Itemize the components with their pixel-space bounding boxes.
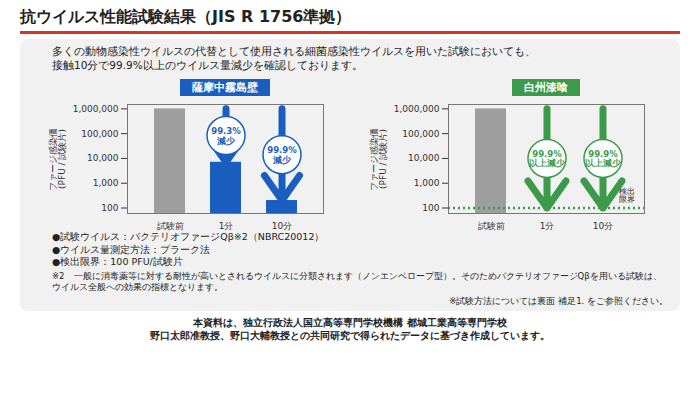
html-text:本資料は、独立行政法人国立高等専門学校機構 都城工業高等専門: 本資料は、独立行政法人国立高等専門学校機構 都城工業高等専門学校 bbox=[193, 316, 507, 328]
html-text:薩摩中霧島壁: 薩摩中霧島壁 bbox=[192, 81, 258, 93]
svg-text:1,000: 1,000 bbox=[93, 178, 119, 188]
html-text:※2 一般に消毒薬等に対する耐性が高いとされるウイルスに分類: ※2 一般に消毒薬等に対する耐性が高いとされるウイルスに分類されます（ノンエンベ… bbox=[52, 270, 662, 292]
svg-text:ファージ感染価(PFU / 試験片): ファージ感染価(PFU / 試験片) bbox=[48, 128, 67, 191]
svg-text:10分: 10分 bbox=[272, 221, 292, 231]
svg-text:1,000,000: 1,000,000 bbox=[394, 104, 440, 114]
svg-text:100: 100 bbox=[101, 203, 118, 213]
svg-text:1,000,000: 1,000,000 bbox=[73, 104, 119, 114]
svg-text:ファージ感染価(PFU / 試験片): ファージ感染価(PFU / 試験片) bbox=[369, 128, 388, 191]
html-text:●試験ウイルス：バクテリオファージQβ※2（NBRC2001: ●試験ウイルス：バクテリオファージQβ※2（NBRC20012） bbox=[52, 231, 325, 242]
svg-text:試験前: 試験前 bbox=[478, 221, 505, 231]
svg-text:100: 100 bbox=[422, 203, 439, 213]
svg-text:99.9%以上減少: 99.9%以上減少 bbox=[585, 149, 622, 169]
html-text:接触10分で99.9%以上のウイルス量減少を確認しております: 接触10分で99.9%以上のウイルス量減少を確認しております。 bbox=[52, 59, 363, 71]
html-text:※試験方法については裏面 補足1. をご参照ください。: ※試験方法については裏面 補足1. をご参照ください。 bbox=[449, 295, 668, 306]
svg-text:1分: 1分 bbox=[540, 221, 555, 231]
html-text:多くの動物感染性ウイルスの代替として使用される細菌感染性ウイ: 多くの動物感染性ウイルスの代替として使用される細菌感染性ウイルスを用いた試験にお… bbox=[52, 45, 536, 57]
html-text:●検出限界：100 PFU/試験片: ●検出限界：100 PFU/試験片 bbox=[52, 256, 183, 267]
svg-text:99.9%以上減少: 99.9%以上減少 bbox=[529, 149, 566, 169]
html-text:野口太郎准教授、野口大輔教授との共同研究で得られたデータに基: 野口太郎准教授、野口大輔教授との共同研究で得られたデータに基づき作成しています。 bbox=[150, 329, 550, 341]
html-text:●ウイルス量測定方法：プラーク法: ●ウイルス量測定方法：プラーク法 bbox=[52, 243, 211, 255]
svg-text:試験前: 試験前 bbox=[157, 221, 184, 231]
svg-text:99.3%減少: 99.3%減少 bbox=[211, 126, 241, 146]
svg-text:10,000: 10,000 bbox=[408, 153, 440, 163]
svg-text:10分: 10分 bbox=[593, 221, 613, 231]
html-text:白州漆喰: 白州漆喰 bbox=[524, 81, 568, 93]
svg-text:1分: 1分 bbox=[219, 221, 234, 231]
svg-text:10,000: 10,000 bbox=[87, 153, 119, 163]
svg-text:99.9%減少: 99.9%減少 bbox=[267, 145, 297, 165]
svg-text:1,000: 1,000 bbox=[414, 178, 440, 188]
svg-text:100,000: 100,000 bbox=[81, 129, 118, 139]
html-text:抗ウイルス性能試験結果（JIS R 1756準拠）: 抗ウイルス性能試験結果（JIS R 1756準拠） bbox=[20, 7, 352, 26]
svg-text:検出限界: 検出限界 bbox=[619, 186, 635, 203]
svg-text:100,000: 100,000 bbox=[402, 129, 439, 139]
